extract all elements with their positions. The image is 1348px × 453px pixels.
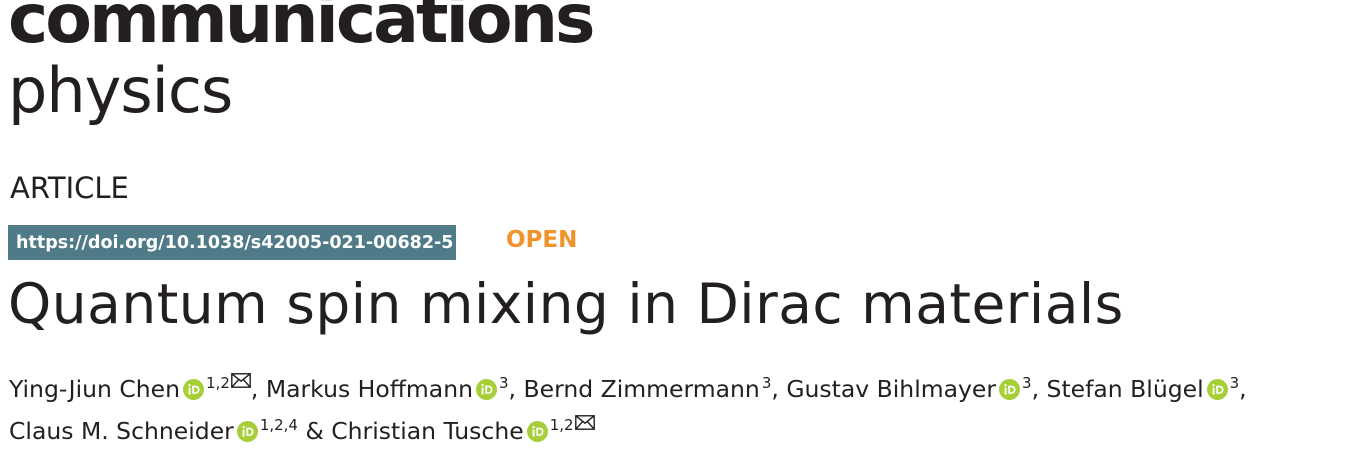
author-separator: ,: [771, 375, 787, 403]
orcid-icon[interactable]: [526, 421, 548, 442]
envelope-icon[interactable]: [574, 415, 595, 430]
article-title: Quantum spin mixing in Dirac materials: [8, 272, 1124, 336]
author-name[interactable]: Markus Hoffmann: [265, 375, 473, 403]
author-affiliations: 3: [1229, 374, 1240, 392]
author: Claus M. Schneider 1,2,4: [9, 417, 298, 445]
author-separator: ,: [508, 375, 524, 403]
author-affiliations: 3: [499, 374, 509, 392]
author: Markus Hoffmann 3: [266, 375, 509, 403]
author: Stefan Blügel 3: [1047, 375, 1240, 403]
doi-link[interactable]: https://doi.org/10.1038/s42005-021-00682…: [16, 232, 454, 253]
author: Christian Tusche 1,2: [331, 415, 595, 445]
article-type: ARTICLE: [10, 171, 129, 205]
author-separator: &: [297, 417, 332, 445]
author-affiliations: 3: [1022, 374, 1032, 392]
author-separator: ,: [1031, 375, 1047, 403]
orcid-icon[interactable]: [999, 379, 1021, 400]
author-affiliations: 3: [761, 374, 772, 392]
author-name[interactable]: Gustav Bihlmayer: [786, 375, 997, 403]
author-affiliations: 1,2: [549, 416, 574, 434]
author-name[interactable]: Claus M. Schneider: [9, 417, 234, 445]
author-affiliations: 1,2,4: [259, 416, 298, 434]
author-list: Ying-Jiun Chen 1,2, Markus Hoffmann 3, Ber…: [9, 368, 1339, 452]
journal-name-line2: physics: [8, 54, 233, 127]
doi-banner: https://doi.org/10.1038/s42005-021-00682…: [8, 225, 456, 260]
author-separator: ,: [1239, 375, 1247, 403]
author-name[interactable]: Ying-Jiun Chen: [9, 375, 181, 403]
open-access-badge: OPEN: [506, 227, 578, 253]
author: Gustav Bihlmayer 3: [786, 375, 1031, 403]
envelope-icon[interactable]: [230, 373, 251, 388]
author-name[interactable]: Stefan Blügel: [1046, 375, 1204, 403]
author: Ying-Jiun Chen 1,2: [9, 373, 251, 403]
author: Bernd Zimmermann 3: [524, 375, 772, 403]
orcid-icon[interactable]: [1206, 379, 1228, 400]
orcid-icon[interactable]: [236, 421, 258, 442]
orcid-icon[interactable]: [183, 379, 205, 400]
journal-name-line1: communications: [8, 0, 595, 59]
author-name[interactable]: Christian Tusche: [331, 417, 524, 445]
author-affiliations: 1,2: [206, 374, 230, 392]
author-separator: ,: [250, 375, 266, 403]
author-name[interactable]: Bernd Zimmermann: [523, 375, 760, 403]
orcid-icon[interactable]: [476, 379, 497, 400]
